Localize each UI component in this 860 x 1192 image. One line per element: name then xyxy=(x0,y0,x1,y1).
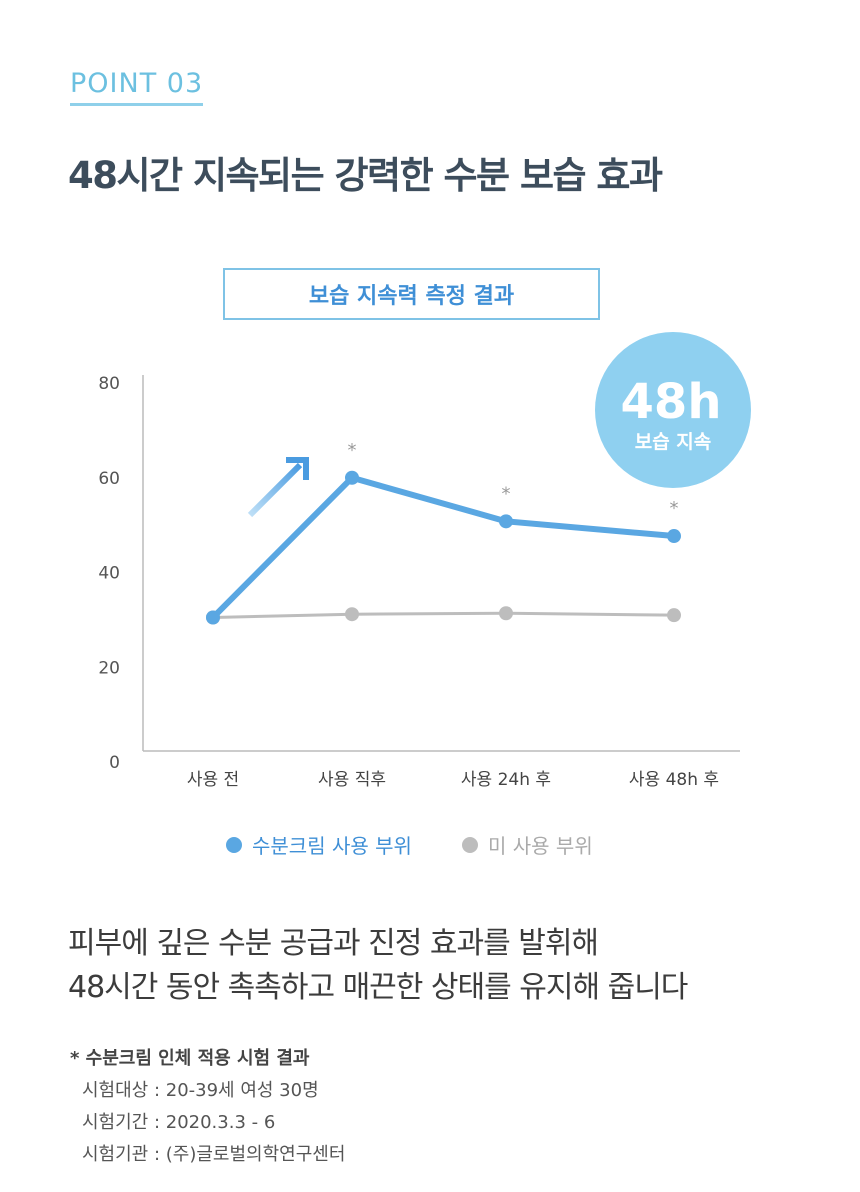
line-chart: 0 20 40 60 80 사용 전 사용 직후 사용 24h 후 사용 48h 후 * * * 4… xyxy=(98,332,751,790)
note-title: * 수분크림 인체 적용 시험 결과 xyxy=(70,1048,310,1069)
series-line-treated xyxy=(210,474,675,620)
badge-small-text: 보습 지속 xyxy=(635,431,712,453)
page-title: 48시간 지속되는 강력한 수분 보습 효과 xyxy=(68,154,663,197)
x-tick-label: 사용 24h 후 xyxy=(461,770,551,790)
x-tick-label: 사용 직후 xyxy=(318,770,386,790)
data-point xyxy=(499,606,513,621)
point-label: POINT 03 xyxy=(70,68,204,106)
note-period: 시험기간 : 2020.3.3 - 6 xyxy=(82,1112,276,1133)
description-line-1: 피부에 깊은 수분 공급과 진정 효과를 발휘해 xyxy=(68,926,599,961)
significance-mark: * xyxy=(670,498,679,519)
legend-dot-icon xyxy=(226,836,242,853)
x-tick-label: 사용 전 xyxy=(187,770,239,790)
legend-dot-icon xyxy=(462,836,478,853)
legend-item-treated: 수분크림 사용 부위 xyxy=(226,830,412,859)
data-point xyxy=(345,470,359,485)
chart-title: 보습 지속력 측정 결과 xyxy=(223,268,600,320)
trend-up-arrow-icon xyxy=(247,457,309,518)
data-point xyxy=(667,608,681,623)
series-line-untreated xyxy=(212,611,675,620)
legend-label: 미 사용 부위 xyxy=(488,834,593,858)
y-tick-label: 20 xyxy=(98,658,120,678)
badge-big-text: 48h xyxy=(621,374,722,430)
data-point xyxy=(206,610,220,625)
legend-label: 수분크림 사용 부위 xyxy=(252,834,412,858)
data-point xyxy=(667,529,681,544)
duration-badge xyxy=(595,332,751,488)
note-institution: 시험기관 : (주)글로벌의학연구센터 xyxy=(82,1144,346,1165)
significance-mark: * xyxy=(502,483,511,504)
y-tick-label: 0 xyxy=(109,753,120,773)
description-line-2: 48시간 동안 촉촉하고 매끈한 상태를 유지해 줍니다 xyxy=(68,970,688,1005)
y-tick-label: 80 xyxy=(98,374,120,394)
note-subject: 시험대상 : 20-39세 여성 30명 xyxy=(82,1080,319,1101)
data-point xyxy=(499,514,513,529)
legend-item-untreated: 미 사용 부위 xyxy=(462,830,593,859)
y-tick-label: 60 xyxy=(98,469,120,489)
y-tick-label: 40 xyxy=(98,564,120,584)
significance-mark: * xyxy=(348,440,357,461)
data-point xyxy=(345,607,359,622)
x-tick-label: 사용 48h 후 xyxy=(629,770,719,790)
